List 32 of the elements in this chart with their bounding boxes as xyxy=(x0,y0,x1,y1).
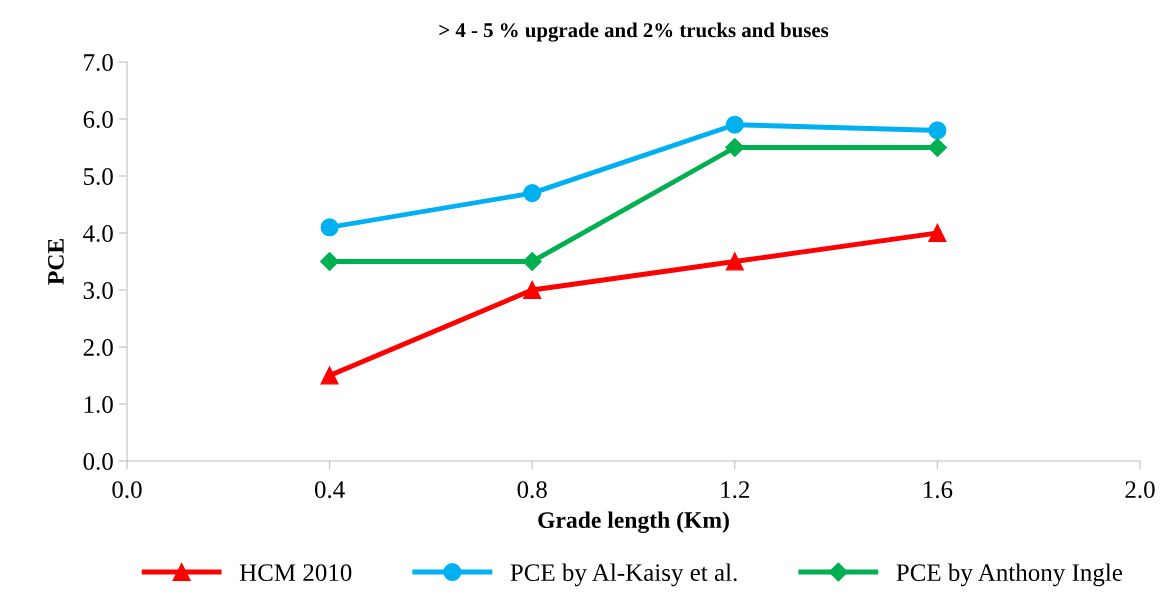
x-tick-label: 0.0 xyxy=(112,481,142,499)
y-tick-label: 2.0 xyxy=(83,339,113,357)
point xyxy=(928,223,947,243)
y-tick-label: 7.0 xyxy=(84,54,113,72)
point xyxy=(320,366,339,385)
y-tick-label: 0.0 xyxy=(83,453,113,471)
x-axis-title: Grade length (Km) xyxy=(538,511,729,534)
y-tick-label: 3.0 xyxy=(83,282,113,300)
legend-label: PCE by Al-Kaisy et al. xyxy=(510,563,737,587)
point xyxy=(320,218,339,237)
y-tick-label: 5.0 xyxy=(84,168,113,186)
y-axis-title: PCE xyxy=(48,239,64,285)
point xyxy=(725,137,745,158)
x-tick-label: 1.2 xyxy=(721,481,750,499)
y-tick-label: 6.0 xyxy=(83,111,113,129)
y-tick-label: 1.0 xyxy=(84,396,113,414)
point xyxy=(927,137,947,158)
chart-title: > 4 - 5 % upgrade and 2% trucks and buses xyxy=(439,22,829,42)
y-tick-label: 4.0 xyxy=(83,225,113,243)
point xyxy=(523,280,542,300)
legend-label: HCM 2010 xyxy=(239,564,352,582)
point xyxy=(725,115,744,134)
point xyxy=(320,251,340,272)
legend-label: PCE by Anthony Ingle xyxy=(896,563,1123,587)
x-tick-label: 2.0 xyxy=(1125,481,1155,499)
point xyxy=(928,121,947,140)
x-tick-label: 0.4 xyxy=(314,481,345,499)
x-tick-label: 0.8 xyxy=(517,481,547,499)
point xyxy=(725,252,744,271)
point xyxy=(523,184,542,203)
x-tick-label: 1.6 xyxy=(923,481,953,499)
point xyxy=(522,251,542,272)
